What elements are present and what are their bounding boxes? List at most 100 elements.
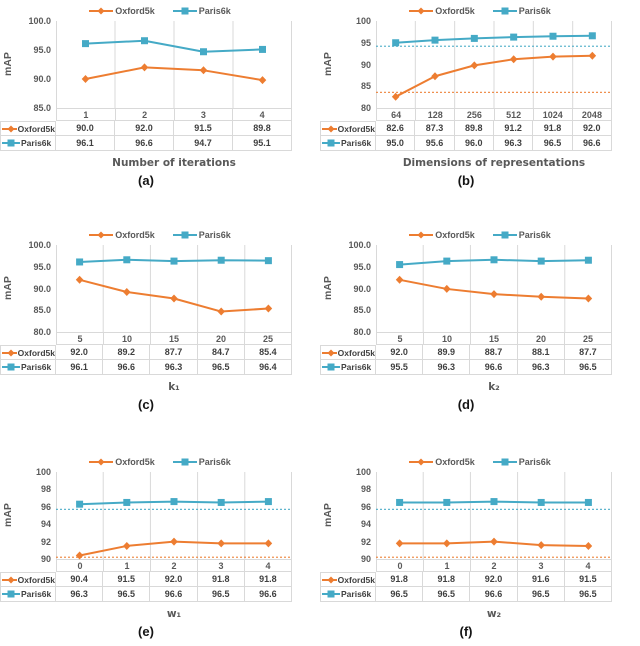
chart-area: mAP 100.0 95.0 90.0 85.0 80.0 — [320, 240, 640, 337]
series-row-label: Paris6k — [0, 587, 56, 601]
paris6k-legend-key-icon — [492, 458, 517, 466]
table-row-paris6k: Paris6k 96.1 96.6 96.3 96.5 96.4 — [0, 360, 293, 375]
table-value: 89.2 — [103, 345, 151, 359]
legend-label: Paris6k — [518, 230, 551, 240]
oxford5k-data-point — [170, 537, 178, 546]
legend-item-paris6k: Paris6k — [492, 230, 551, 240]
table-row-oxford5k: Oxford5k 90.4 91.5 92.0 91.8 91.8 — [0, 572, 293, 587]
y-axis-title: mAP — [2, 52, 14, 77]
paris6k-data-point — [82, 40, 89, 48]
table-row-oxford5k: Oxford5k 92.0 89.2 87.7 84.7 85.4 — [0, 345, 293, 360]
paris6k-line — [84, 39, 264, 53]
paris6k-data-point — [588, 32, 596, 40]
oxford5k-line — [84, 66, 264, 82]
table-value: 91.5 — [565, 572, 613, 586]
y-tick-label: 100.0 — [28, 240, 51, 250]
y-tick-label: 85.0 — [33, 103, 51, 113]
category-label: 4 — [565, 560, 612, 571]
chart-area: mAP 100 98 96 94 92 90 — [0, 467, 320, 564]
legend: Oxford5k Paris6k — [0, 456, 320, 468]
diamond-marker-icon — [97, 458, 105, 466]
paris6k-data-point — [259, 45, 266, 53]
category-label: 128 — [416, 109, 456, 120]
category-label: 4 — [233, 109, 292, 120]
category-label: 1 — [104, 560, 151, 571]
paris6k-data-point — [584, 256, 592, 264]
y-tick-label: 95.0 — [33, 45, 51, 55]
legend-item-oxford5k: Oxford5k — [409, 230, 475, 240]
table-value: 90.4 — [56, 572, 104, 586]
series-row-label: Oxford5k — [320, 121, 376, 135]
y-axis-title: mAP — [2, 503, 14, 528]
table-value: 95.0 — [376, 136, 416, 150]
category-label: 256 — [455, 109, 495, 120]
oxford5k-data-point — [391, 92, 400, 101]
diamond-marker-icon — [417, 231, 425, 239]
series-name: Oxford5k — [337, 123, 375, 134]
oxford5k-data-point — [584, 541, 593, 550]
oxford5k-legend-key-icon — [409, 231, 434, 239]
table-value: 96.1 — [56, 136, 115, 150]
y-tick-label: 90.0 — [353, 283, 371, 294]
x-axis-title: Number of iterations — [112, 157, 236, 169]
square-marker-icon — [181, 231, 189, 239]
table-value: 91.8 — [533, 121, 573, 135]
table-value: 96.1 — [56, 360, 104, 374]
table-row-paris6k: Paris6k 95.0 95.6 96.0 96.3 96.5 96.6 — [320, 136, 612, 151]
paris6k-data-point — [200, 48, 207, 56]
oxford5k-data-point — [431, 72, 439, 81]
series-row-label: Oxford5k — [320, 572, 376, 586]
paris6k-data-point — [141, 37, 148, 45]
x-axis-title: w₂ — [486, 608, 502, 620]
oxford5k-legend-key-icon — [409, 458, 434, 466]
y-tick-label: 96 — [40, 501, 51, 512]
diamond-marker-icon — [7, 349, 15, 356]
paris6k-data-point — [170, 257, 178, 265]
oxford5k-data-point — [75, 551, 84, 560]
table-value: 85.4 — [245, 345, 293, 359]
table-value: 96.6 — [150, 587, 198, 601]
oxford5k-data-point — [199, 66, 208, 75]
category-label: 15 — [471, 333, 518, 344]
plot-area — [56, 245, 292, 332]
oxford5k-legend-key-icon — [89, 7, 114, 15]
table-value: 95.6 — [415, 136, 455, 150]
paris6k-legend-key-icon — [2, 590, 20, 598]
panel-d: Oxford5k Paris6k mAP 100.0 95.0 90.0 85.0 80.… — [320, 215, 640, 430]
table-value: 92.0 — [470, 572, 518, 586]
table-value: 96.3 — [518, 360, 565, 374]
category-label: 0 — [56, 560, 104, 571]
plot-area — [56, 472, 292, 560]
oxford5k-data-point — [470, 61, 479, 70]
category-label: 15 — [151, 333, 198, 344]
square-marker-icon — [327, 590, 335, 598]
table-row-paris6k: Paris6k 95.5 96.3 96.6 96.3 96.5 — [320, 360, 613, 375]
category-label: 2048 — [573, 109, 613, 120]
y-tick-label: 94 — [40, 519, 51, 530]
table-value: 91.6 — [518, 572, 565, 586]
x-axis-title: k₂ — [488, 381, 500, 393]
category-label: 20 — [198, 333, 245, 344]
table-value: 91.8 — [198, 572, 245, 586]
legend-label: Paris6k — [518, 457, 551, 467]
y-axis-title: mAP — [322, 276, 334, 301]
diamond-marker-icon — [417, 7, 425, 15]
plot-area — [376, 472, 612, 559]
table-value: 91.8 — [423, 572, 471, 586]
y-tick-label: 98 — [360, 484, 371, 495]
diamond-marker-icon — [97, 7, 105, 15]
table-value: 89.8 — [455, 121, 494, 135]
table-row-oxford5k: Oxford5k 90.0 92.0 91.5 89.8 — [0, 121, 292, 136]
square-marker-icon — [181, 458, 189, 466]
table-row-paris6k: Paris6k 96.3 96.5 96.6 96.5 96.6 — [0, 587, 293, 602]
legend-label: Oxford5k — [115, 6, 155, 16]
diamond-marker-icon — [327, 576, 335, 583]
y-tick-label: 80.0 — [33, 327, 51, 337]
y-tick-label: 90 — [360, 59, 371, 70]
plot-area — [376, 245, 612, 332]
table-value: 96.6 — [573, 136, 612, 150]
oxford5k-legend-key-icon — [2, 576, 17, 583]
